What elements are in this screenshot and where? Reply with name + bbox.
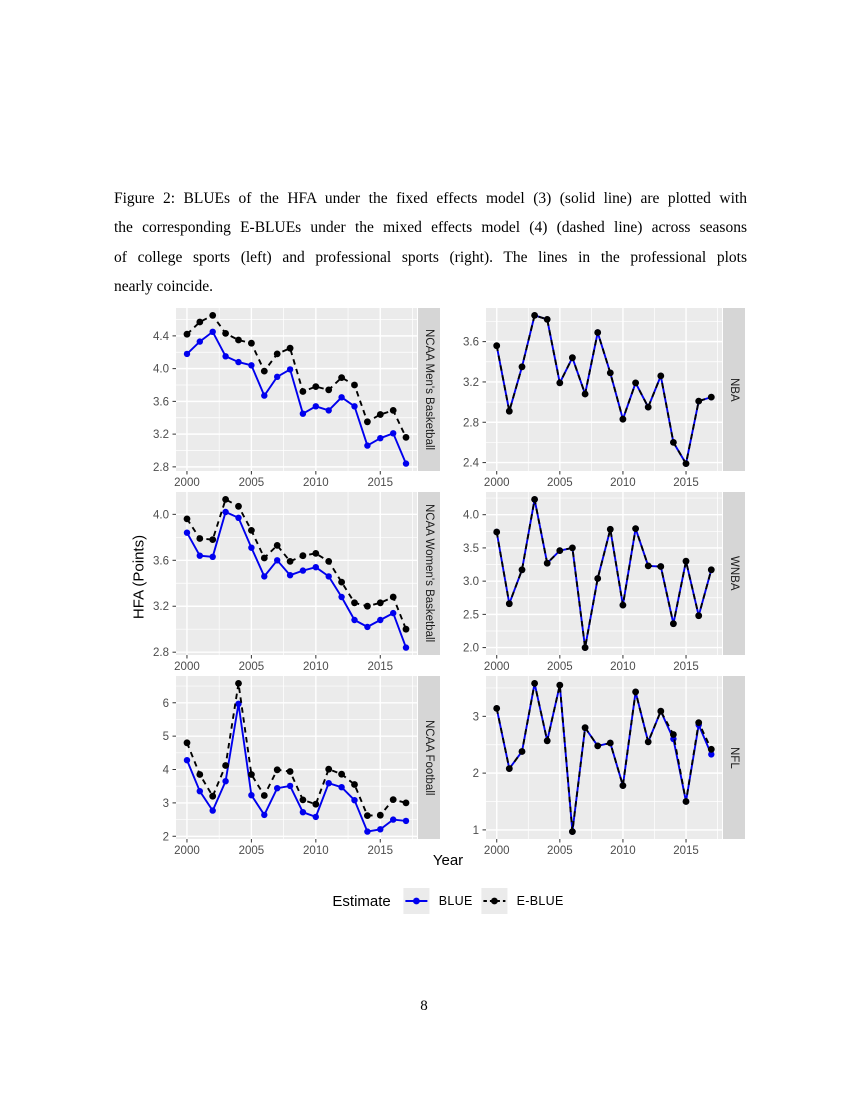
svg-text:2.0: 2.0 [463,643,479,655]
facet-strip-nfl: NFL [723,676,745,839]
caption-line: nearly coincide. [114,278,213,296]
legend-label-eblue: E-BLUE [516,894,564,908]
svg-text:2.8: 2.8 [153,647,169,659]
svg-text:2000: 2000 [484,661,510,673]
svg-text:3.2: 3.2 [153,601,169,613]
svg-text:2.8: 2.8 [463,417,479,429]
svg-text:2005: 2005 [547,477,573,489]
svg-text:2005: 2005 [239,845,265,857]
facet-strip-wnba: WNBA [723,492,745,655]
svg-text:2015: 2015 [367,661,393,673]
facet-strip-ncaa-mens-basketball: NCAA Men's Basketball [418,308,440,471]
svg-text:2000: 2000 [484,477,510,489]
legend: Estimate BLUE E-BLUE [332,888,563,914]
x-axis-title: Year [432,852,464,869]
svg-text:2.8: 2.8 [153,462,169,474]
figure-caption: Figure 2: BLUEs of the HFA under the fix… [114,184,747,302]
y-axis-title: HFA (Points) [130,534,148,620]
svg-text:3.2: 3.2 [463,377,479,389]
svg-text:2015: 2015 [367,477,393,489]
svg-text:2005: 2005 [547,845,573,857]
svg-text:2.5: 2.5 [463,609,479,621]
svg-text:2010: 2010 [303,845,329,857]
caption-line: Figure 2: BLUEs of the HFA under the fix… [114,190,747,207]
facet-strip-label: WNBA [728,556,740,591]
svg-text:2005: 2005 [547,661,573,673]
facet-strip-label: NFL [728,746,740,769]
facet-strip-label: NBA [728,377,740,402]
svg-text:2010: 2010 [610,477,636,489]
caption-line: the corresponding E-BLUEs under the mixe… [114,219,747,237]
legend-label-blue: BLUE [438,894,473,908]
svg-text:3.6: 3.6 [463,337,479,349]
svg-text:4.0: 4.0 [463,510,479,522]
facet-strip-nba: NBA [723,308,745,471]
facet-strip-label: NCAA Women's Basketball [423,504,435,643]
svg-text:3.6: 3.6 [153,555,169,567]
svg-text:3.5: 3.5 [463,543,479,555]
svg-text:3.2: 3.2 [153,429,169,441]
svg-text:6: 6 [163,698,169,710]
facet-strip-label: NCAA Men's Basketball [423,328,435,451]
svg-text:2: 2 [473,768,479,780]
svg-text:4: 4 [163,765,170,777]
caption-line: of college sports (left) and professiona… [114,248,747,266]
svg-text:2010: 2010 [610,661,636,673]
facet-strip-ncaa-womens-basketball: NCAA Women's Basketball [418,492,440,655]
svg-text:2000: 2000 [174,477,200,489]
svg-text:4.0: 4.0 [153,509,169,521]
svg-text:2015: 2015 [673,845,699,857]
facet-strip-label: NCAA Football [423,719,435,796]
svg-text:3.6: 3.6 [153,396,169,408]
svg-text:2015: 2015 [673,477,699,489]
svg-text:2010: 2010 [303,661,329,673]
svg-text:2000: 2000 [174,661,200,673]
svg-text:3: 3 [163,798,169,810]
svg-text:2000: 2000 [484,845,510,857]
page-number: 8 [420,998,428,1014]
svg-text:2015: 2015 [673,661,699,673]
legend-key-blue-icon [403,888,430,914]
svg-text:1: 1 [473,825,479,837]
svg-text:2: 2 [163,831,169,843]
svg-text:2000: 2000 [174,845,200,857]
facet-strip-ncaa-football: NCAA Football [418,676,440,839]
svg-text:2015: 2015 [367,845,393,857]
svg-text:3.0: 3.0 [463,576,479,588]
legend-title: Estimate [332,892,391,910]
svg-text:2005: 2005 [239,661,265,673]
svg-text:5: 5 [163,731,169,743]
svg-text:3: 3 [473,711,479,723]
svg-text:2010: 2010 [610,845,636,857]
svg-text:2005: 2005 [239,477,265,489]
legend-key-eblue-icon [481,888,508,914]
svg-text:2010: 2010 [303,477,329,489]
svg-text:4.0: 4.0 [153,364,169,376]
svg-text:2.4: 2.4 [463,458,480,470]
svg-text:4.4: 4.4 [153,331,170,343]
